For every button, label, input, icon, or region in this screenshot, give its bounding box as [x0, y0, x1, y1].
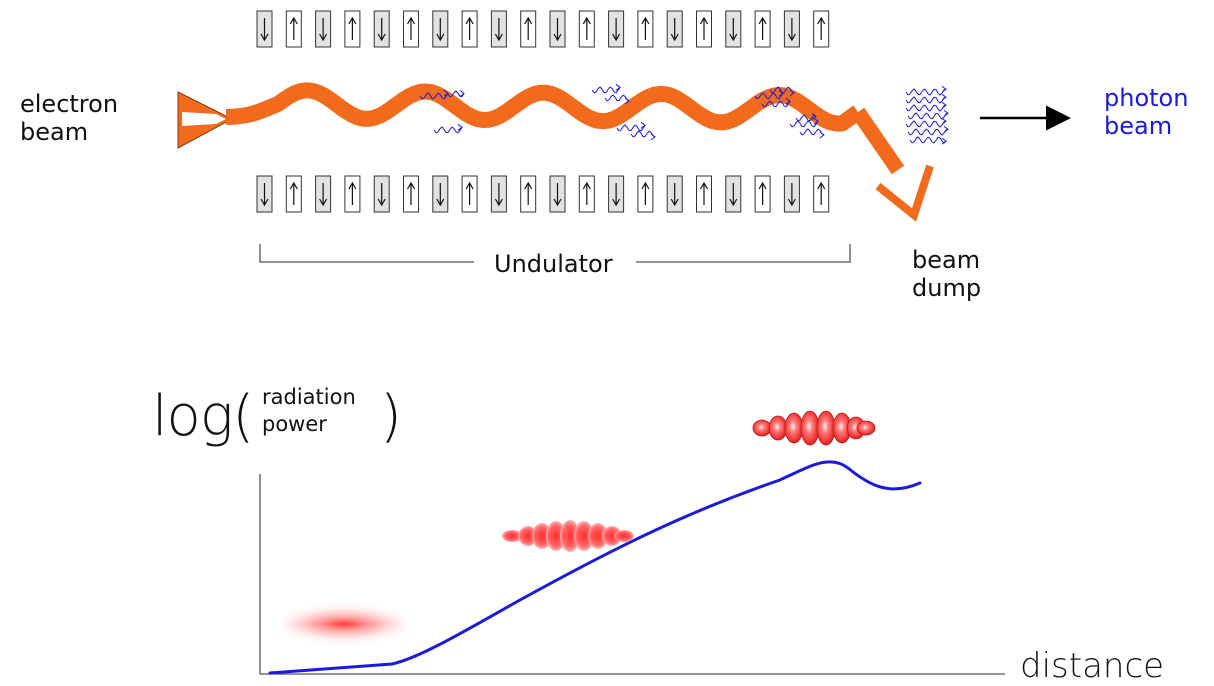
photon-wavelets [419, 83, 949, 145]
magnet-down [783, 175, 800, 213]
magnet-down [432, 10, 449, 48]
magnet-down [608, 175, 625, 213]
magnet-up [696, 10, 712, 48]
y-axis-label-suffix: ) [380, 384, 402, 449]
magnet-up [461, 10, 478, 48]
magnet-up [520, 10, 537, 48]
magnet-up [813, 175, 830, 213]
magnet-down [256, 10, 273, 48]
x-axis-label: distance [1020, 646, 1165, 686]
magnet-up [578, 10, 595, 48]
magnet-up [403, 175, 419, 213]
undulator-magnets-bottom [256, 175, 830, 213]
magnet-down [725, 175, 742, 213]
magnet-down [315, 175, 332, 213]
magnet-down [373, 10, 390, 48]
bunch-fully-microbunched [752, 410, 876, 446]
magnet-up [696, 175, 712, 213]
magnet-up [403, 10, 419, 48]
magnet-up [813, 10, 830, 48]
magnet-down [373, 175, 390, 213]
graph-axes [259, 474, 1005, 675]
magnet-down [666, 10, 683, 48]
magnet-up [285, 175, 302, 213]
undulator-label: Undulator [494, 250, 613, 278]
power-curve [268, 460, 922, 675]
beam-dump-path [851, 107, 905, 175]
magnet-down [783, 10, 800, 48]
magnet-down [490, 175, 507, 213]
bunch-unmodulated [282, 602, 406, 646]
photon-beam-label: photon beam [1104, 84, 1189, 141]
y-axis-label-prefix: log( [152, 384, 254, 449]
electron-beam-label: electron beam [20, 90, 119, 147]
undulator-magnets-top [256, 10, 830, 48]
magnet-up [520, 175, 537, 213]
magnet-down [666, 175, 683, 213]
magnet-up [637, 175, 654, 213]
magnet-up [637, 10, 654, 48]
bunch-partially-microbunched [502, 520, 634, 552]
magnet-up [344, 10, 361, 48]
undulator-bracket [259, 244, 851, 263]
magnet-down [315, 10, 332, 48]
electron-beam-path [225, 82, 863, 132]
magnet-down [549, 175, 566, 213]
electron-beam [177, 82, 934, 222]
magnet-up [344, 175, 361, 213]
magnet-up [754, 175, 771, 213]
magnet-down [490, 10, 507, 48]
beam-dump-hook [875, 164, 934, 222]
electron-gun-bore [182, 112, 226, 126]
y-axis-label-quantity: radiation power [262, 385, 356, 437]
magnet-up [285, 10, 302, 48]
magnet-up [754, 10, 771, 48]
magnet-down [725, 10, 742, 48]
magnet-down [432, 175, 449, 213]
magnet-up [461, 175, 478, 213]
magnet-down [608, 10, 625, 48]
magnet-down [256, 175, 273, 213]
magnet-down [549, 10, 566, 48]
beam-dump-label: beam dump [912, 246, 982, 303]
magnet-up [578, 175, 595, 213]
